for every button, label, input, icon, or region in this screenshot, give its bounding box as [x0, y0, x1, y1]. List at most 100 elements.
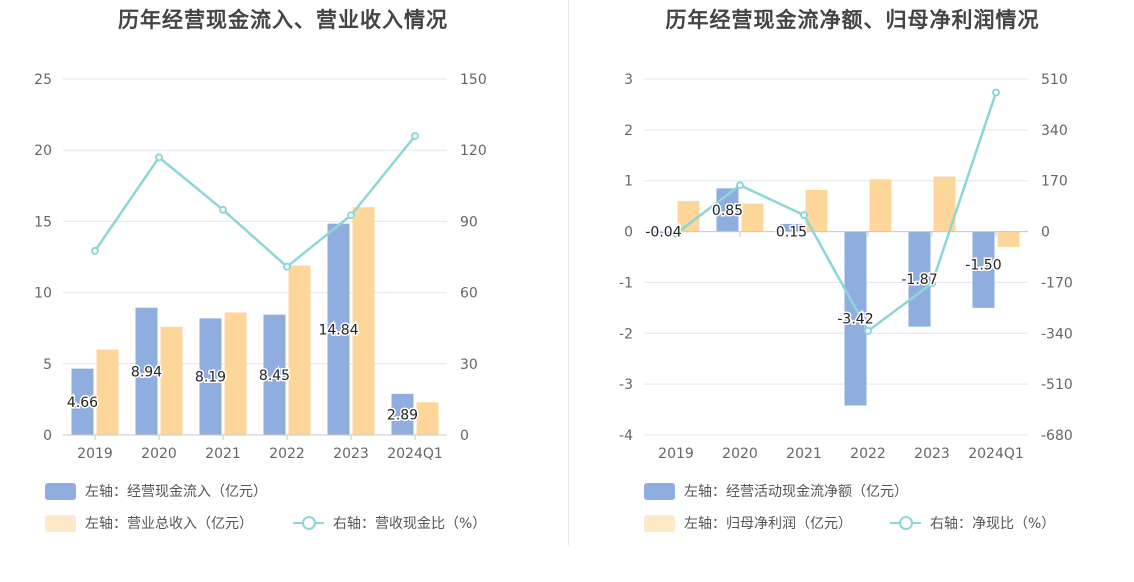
bar-secondary — [933, 176, 956, 232]
y-left-tick-label: 0 — [43, 428, 52, 444]
bar-secondary — [96, 349, 119, 435]
y-right-tick-label: 150 — [460, 72, 487, 88]
bar-primary — [652, 231, 675, 234]
x-tick-label: 2022 — [850, 446, 886, 462]
data-label: -3.42 — [837, 312, 873, 328]
bar-secondary — [997, 231, 1020, 247]
line-series-ratio — [93, 135, 416, 269]
chart-title: 历年经营现金流净额、归母净利润情况 — [665, 8, 1040, 32]
bar-primary — [972, 231, 995, 308]
x-tick-label: 2019 — [658, 446, 694, 462]
y-left-tick-label: 3 — [624, 72, 633, 88]
y-left-tick-label: 20 — [34, 143, 52, 159]
y-left-tick-label: 2 — [624, 123, 633, 139]
legend-label: 左轴：经营现金流入（亿元） — [85, 484, 267, 500]
legend-item-net-cash-ratio[interactable]: 右轴：净现比（%） — [890, 513, 1055, 533]
legend-label: 左轴：归母净利润（亿元） — [684, 516, 852, 532]
data-label: 2.89 — [387, 407, 418, 423]
legend-label: 右轴：营收现金比（%） — [333, 516, 487, 532]
legend-label: 右轴：净现比（%） — [930, 516, 1056, 532]
data-label: -1.87 — [901, 272, 937, 288]
legend-item-net-profit[interactable]: 左轴：归母净利润（亿元） — [644, 513, 852, 533]
data-label: -1.50 — [965, 258, 1001, 274]
x-tick-label: 2021 — [786, 446, 822, 462]
legend-item-net-operating-cash[interactable]: 左轴：经营活动现金流净额（亿元） — [644, 481, 908, 501]
line-point — [91, 246, 99, 255]
line-point — [800, 211, 808, 220]
line-point — [992, 88, 1000, 97]
y-right-tick-label: -680 — [1041, 428, 1073, 444]
y-left-tick-label: 5 — [43, 357, 52, 373]
chart-svg-net-cash-profit: -4 -3 -2 -1 0 1 2 3 -680 -510 -340 -170 0 170 340 510 20… — [619, 72, 1073, 462]
bar-primary — [908, 231, 931, 327]
y-left-tick-label: -2 — [619, 326, 633, 342]
line-series-ratio — [675, 92, 998, 333]
bar-secondary — [741, 203, 764, 232]
legend-item-cash-inflow[interactable]: 左轴：经营现金流入（亿元） — [45, 481, 267, 501]
bar-secondary — [869, 179, 892, 232]
bar-secondary — [224, 312, 247, 435]
legend-label: 左轴：营业总收入（亿元） — [85, 516, 253, 532]
bar-primary — [135, 307, 158, 435]
legend-line-icon — [890, 514, 921, 532]
line-point — [736, 181, 744, 190]
y-left-tick-label: 1 — [624, 174, 633, 190]
legend-label: 左轴：经营活动现金流净额（亿元） — [684, 484, 908, 500]
y-left-tick-label: -1 — [619, 275, 633, 291]
x-tick-label: 2024Q1 — [387, 446, 443, 462]
legend-item-total-revenue[interactable]: 左轴：营业总收入（亿元） — [45, 513, 253, 533]
bar-secondary — [160, 326, 183, 435]
y-right-tick-label: 170 — [1041, 174, 1068, 190]
y-left-tick-label: 15 — [34, 214, 52, 230]
x-tick-label: 2023 — [914, 446, 950, 462]
line-point — [864, 326, 872, 335]
y-right-tick-label: -340 — [1041, 326, 1073, 342]
data-label: 4.66 — [67, 395, 98, 411]
bar-secondary — [352, 207, 375, 435]
y-right-tick-label: 30 — [460, 357, 478, 373]
data-label: 0.85 — [712, 203, 743, 219]
bar-primary — [263, 314, 286, 435]
y-right-tick-label: -170 — [1041, 275, 1073, 291]
bar-secondary — [677, 201, 700, 232]
y-right-tick-label: 60 — [460, 286, 478, 302]
y-right-tick-label: 0 — [460, 428, 469, 444]
data-label: -0.04 — [645, 225, 681, 241]
bar-secondary — [416, 402, 439, 435]
legend-swatch-yellow — [644, 514, 675, 532]
line-point — [283, 262, 291, 271]
y-right-tick-label: -510 — [1041, 377, 1073, 393]
chart-title: 历年经营现金流入、营业收入情况 — [118, 8, 448, 32]
y-left-tick-label: -4 — [619, 428, 633, 444]
data-label: 14.84 — [318, 322, 358, 338]
data-label: 0.15 — [776, 225, 807, 241]
y-left-tick-label: 0 — [624, 225, 633, 241]
y-right-tick-label: 120 — [460, 143, 487, 159]
y-right-tick-label: 90 — [460, 214, 478, 230]
legend-swatch-blue — [644, 482, 675, 500]
legend-line-icon — [293, 514, 324, 532]
line-point — [672, 229, 680, 238]
x-tick-label: 2021 — [205, 446, 241, 462]
bar-primary — [327, 223, 350, 435]
legend-item-revenue-cash-ratio[interactable]: 右轴：营收现金比（%） — [293, 513, 486, 533]
data-label: 8.19 — [195, 370, 226, 386]
data-label: 8.94 — [131, 364, 162, 380]
line-point — [347, 211, 355, 220]
x-tick-label: 2022 — [269, 446, 305, 462]
bar-primary — [71, 368, 94, 435]
y-left-tick-label: 25 — [34, 72, 52, 88]
data-label: 8.45 — [259, 368, 290, 384]
y-right-tick-label: 0 — [1041, 225, 1050, 241]
bar-primary — [391, 393, 414, 435]
x-tick-label: 2019 — [77, 446, 113, 462]
chart-panel-net-cash-profit: 历年经营现金流净额、归母净利润情况 -4 -3 -2 -1 0 1 2 3 -680 -510 -3… — [571, 0, 1134, 582]
bar-primary — [844, 231, 867, 406]
legend-swatch-yellow — [45, 514, 76, 532]
legend-swatch-blue — [45, 482, 76, 500]
line-point — [219, 205, 227, 214]
y-left-tick-label: 10 — [34, 286, 52, 302]
x-tick-label: 2020 — [722, 446, 758, 462]
chart-panel-cash-inflow-revenue: 历年经营现金流入、营业收入情况 0 5 10 15 20 25 0 30 60 90 120 150 2… — [0, 0, 566, 582]
chart-svg-cash-inflow-revenue: 0 5 10 15 20 25 0 30 60 90 120 150 2019 2020 2021 2022 2… — [34, 72, 487, 462]
